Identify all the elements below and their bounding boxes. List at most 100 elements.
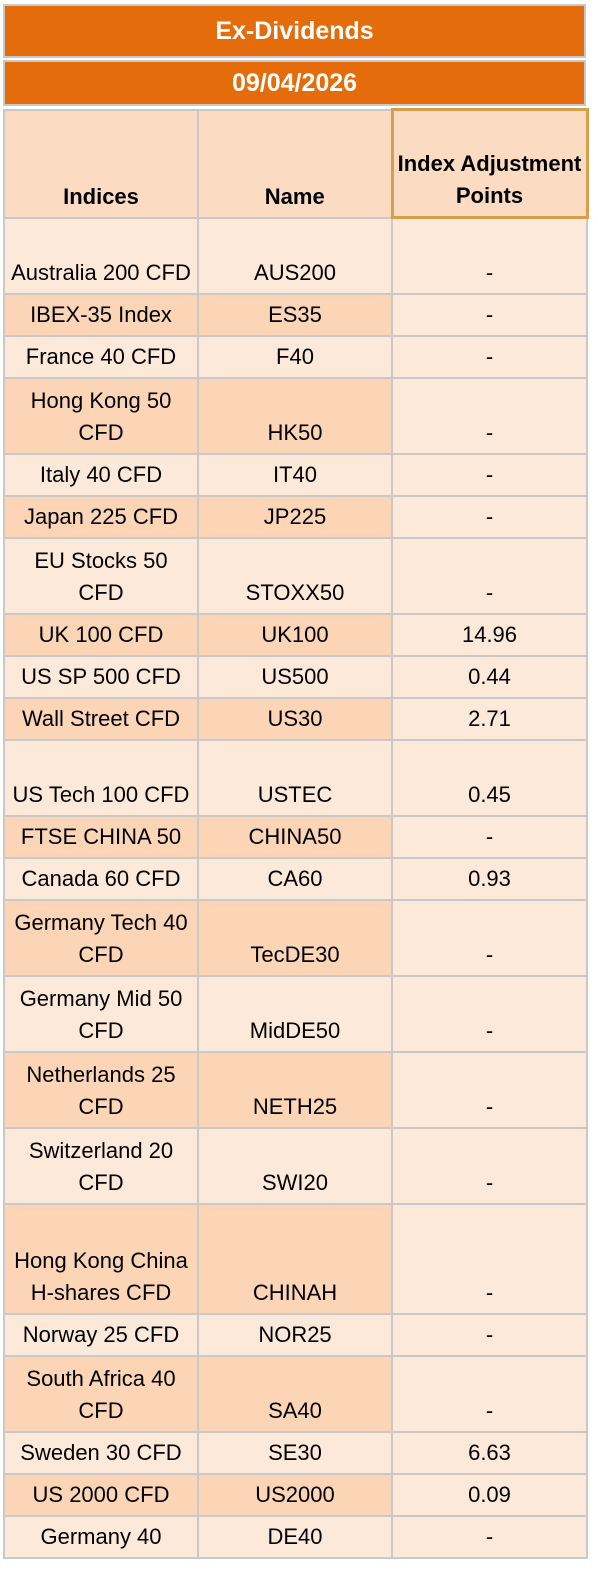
table-row: Hong Kong China H-shares CFD CHINAH - <box>3 1202 588 1315</box>
index-cell: Italy 40 CFD <box>3 452 199 497</box>
index-cell: US Tech 100 CFD <box>3 738 199 817</box>
name-cell: SE30 <box>197 1430 393 1475</box>
name-cell: US2000 <box>197 1472 393 1517</box>
name-cell: CA60 <box>197 856 393 901</box>
sheet-title: Ex-Dividends <box>3 4 586 58</box>
name-cell: NOR25 <box>197 1312 393 1357</box>
points-cell: - <box>391 292 588 337</box>
points-cell: - <box>391 1354 588 1433</box>
points-cell: - <box>391 536 588 615</box>
points-cell: 6.63 <box>391 1430 588 1475</box>
index-cell: Netherlands 25 CFD <box>3 1050 199 1129</box>
table-row: Sweden 30 CFD SE30 6.63 <box>3 1430 588 1475</box>
name-cell: TecDE30 <box>197 898 393 977</box>
index-cell: South Africa 40 CFD <box>3 1354 199 1433</box>
table-row: Japan 225 CFD JP225 - <box>3 494 588 539</box>
points-cell: - <box>391 1312 588 1357</box>
index-cell: US SP 500 CFD <box>3 654 199 699</box>
points-cell: 0.44 <box>391 654 588 699</box>
index-cell: Sweden 30 CFD <box>3 1430 199 1475</box>
header-row: Indices Name Index Adjustment Points <box>3 108 589 219</box>
index-cell: Switzerland 20 CFD <box>3 1126 199 1205</box>
table-row: US 2000 CFD US2000 0.09 <box>3 1472 588 1517</box>
table-row: US SP 500 CFD US500 0.44 <box>3 654 588 699</box>
table-row: Germany Mid 50 CFD MidDE50 - <box>3 974 588 1053</box>
name-cell: SA40 <box>197 1354 393 1433</box>
table-row: Switzerland 20 CFD SWI20 - <box>3 1126 588 1205</box>
table-row: EU Stocks 50 CFD STOXX50 - <box>3 536 588 615</box>
name-cell: US500 <box>197 654 393 699</box>
index-cell: Hong Kong China H-shares CFD <box>3 1202 199 1315</box>
name-cell: F40 <box>197 334 393 379</box>
name-cell: IT40 <box>197 452 393 497</box>
table-row: South Africa 40 CFD SA40 - <box>3 1354 588 1433</box>
points-cell: 0.45 <box>391 738 588 817</box>
table-row: Canada 60 CFD CA60 0.93 <box>3 856 588 901</box>
name-cell: CHINAH <box>197 1202 393 1315</box>
table-row: FTSE CHINA 50 CHINA50 - <box>3 814 588 859</box>
points-cell: - <box>391 814 588 859</box>
table-row: Wall Street CFD US30 2.71 <box>3 696 588 741</box>
index-cell: Japan 225 CFD <box>3 494 199 539</box>
name-cell: DE40 <box>197 1514 393 1559</box>
table-row: France 40 CFD F40 - <box>3 334 588 379</box>
points-cell: - <box>391 974 588 1053</box>
points-cell: - <box>391 494 588 539</box>
index-cell: Germany Mid 50 CFD <box>3 974 199 1053</box>
points-cell: - <box>391 452 588 497</box>
index-cell: Wall Street CFD <box>3 696 199 741</box>
name-cell: USTEC <box>197 738 393 817</box>
header-adjustment: Index Adjustment Points <box>390 108 589 219</box>
name-cell: HK50 <box>197 376 393 455</box>
name-cell: MidDE50 <box>197 974 393 1053</box>
name-cell: AUS200 <box>197 216 393 295</box>
points-cell: - <box>391 1050 588 1129</box>
points-cell: - <box>391 1202 588 1315</box>
index-cell: EU Stocks 50 CFD <box>3 536 199 615</box>
index-cell: Norway 25 CFD <box>3 1312 199 1357</box>
points-cell: - <box>391 898 588 977</box>
points-cell: - <box>391 334 588 379</box>
header-indices: Indices <box>3 108 199 219</box>
table-row: IBEX-35 Index ES35 - <box>3 292 588 337</box>
index-cell: Hong Kong 50 CFD <box>3 376 199 455</box>
table-row: Australia 200 CFD AUS200 - <box>3 216 588 295</box>
table-row: UK 100 CFD UK100 14.96 <box>3 612 588 657</box>
index-cell: Australia 200 CFD <box>3 216 199 295</box>
table-row: Netherlands 25 CFD NETH25 - <box>3 1050 588 1129</box>
table-row: Norway 25 CFD NOR25 - <box>3 1312 588 1357</box>
name-cell: CHINA50 <box>197 814 393 859</box>
table-row: US Tech 100 CFD USTEC 0.45 <box>3 738 588 817</box>
points-cell: - <box>391 1514 588 1559</box>
table-row: Germany Tech 40 CFD TecDE30 - <box>3 898 588 977</box>
name-cell: UK100 <box>197 612 393 657</box>
points-cell: - <box>391 216 588 295</box>
index-cell: Germany Tech 40 CFD <box>3 898 199 977</box>
index-cell: IBEX-35 Index <box>3 292 199 337</box>
points-cell: 14.96 <box>391 612 588 657</box>
points-cell: - <box>391 376 588 455</box>
points-cell: 0.09 <box>391 1472 588 1517</box>
index-cell: US 2000 CFD <box>3 1472 199 1517</box>
points-cell: - <box>391 1126 588 1205</box>
header-name: Name <box>197 108 393 219</box>
name-cell: ES35 <box>197 292 393 337</box>
index-cell: UK 100 CFD <box>3 612 199 657</box>
name-cell: SWI20 <box>197 1126 393 1205</box>
name-cell: US30 <box>197 696 393 741</box>
name-cell: NETH25 <box>197 1050 393 1129</box>
sheet-date: 09/04/2026 <box>3 60 586 106</box>
dividends-table: Indices Name Index Adjustment Points Aus… <box>3 108 589 1559</box>
index-cell: Germany 40 <box>3 1514 199 1559</box>
ex-dividends-sheet: Ex-Dividends 09/04/2026 Indices Name Ind… <box>3 4 589 1559</box>
table-row: Italy 40 CFD IT40 - <box>3 452 588 497</box>
points-cell: 2.71 <box>391 696 588 741</box>
index-cell: Canada 60 CFD <box>3 856 199 901</box>
name-cell: JP225 <box>197 494 393 539</box>
index-cell: France 40 CFD <box>3 334 199 379</box>
points-cell: 0.93 <box>391 856 588 901</box>
table-row: Hong Kong 50 CFD HK50 - <box>3 376 588 455</box>
name-cell: STOXX50 <box>197 536 393 615</box>
table-row: Germany 40 DE40 - <box>3 1514 588 1559</box>
index-cell: FTSE CHINA 50 <box>3 814 199 859</box>
